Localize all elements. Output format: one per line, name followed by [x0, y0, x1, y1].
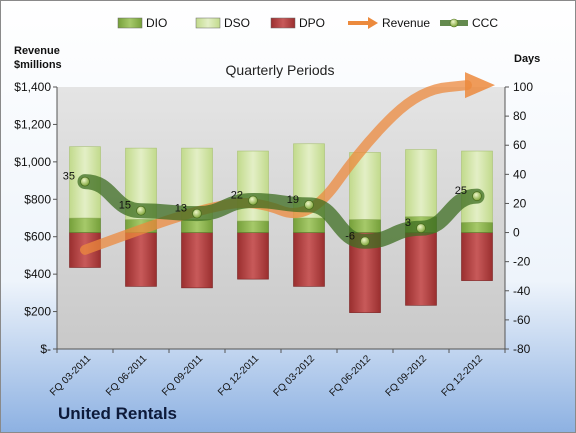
ccc-point [192, 208, 202, 219]
ccc-point [416, 223, 426, 234]
ccc-point [472, 191, 482, 202]
legend-label: DIO [146, 16, 167, 30]
right-tick-label: 80 [513, 109, 527, 123]
left-axis: $- $200 $400 $600 $800 $1,000 $1,200 $1,400 [14, 80, 58, 356]
legend-label: DSO [224, 16, 250, 30]
left-axis-label-line2: $millions [14, 59, 62, 71]
right-tick-label: 100 [513, 80, 533, 94]
ccc-point [136, 205, 146, 216]
legend: DIO DSO DPO Revenue CCC [117, 16, 498, 30]
ccc-data-label: -6 [345, 230, 355, 242]
left-tick-label: $400 [24, 267, 51, 281]
right-tick-label: -40 [513, 284, 531, 298]
ccc-series: 35 15 13 22 19 -6 3 25 [63, 171, 485, 249]
right-tick-label: -80 [513, 342, 531, 356]
revenue-line [80, 80, 472, 255]
right-axis-label: Days [514, 53, 540, 65]
dpo-bar [461, 232, 493, 281]
ccc-point [360, 236, 370, 247]
right-tick-label: 60 [513, 138, 527, 152]
ccc-data-label: 35 [63, 171, 75, 183]
left-tick-label: $600 [24, 230, 51, 244]
chart-title: Quarterly Periods [226, 62, 335, 78]
left-tick-label: $800 [24, 192, 51, 206]
legend-swatch-ccc-dot [449, 18, 459, 28]
left-tick-label: $1,200 [14, 117, 51, 131]
dpo-bar [181, 232, 213, 289]
ccc-data-label: 22 [231, 190, 243, 202]
dso-bar [461, 150, 493, 223]
revenue-series [80, 72, 495, 255]
dio-bar [69, 217, 101, 233]
right-tick-label: 20 [513, 196, 527, 210]
ccc-point [248, 195, 258, 206]
ccc-point [80, 176, 90, 187]
left-tick-label: $- [40, 342, 51, 356]
revenue-arrowhead [465, 72, 495, 99]
right-tick-label: -20 [513, 255, 531, 269]
dso-bar [237, 150, 269, 222]
legend-swatch-dso [195, 17, 221, 29]
ccc-data-label: 25 [455, 185, 467, 197]
dio-bar [237, 220, 269, 233]
ccc-data-label: 15 [119, 200, 131, 212]
ccc-data-label: 3 [405, 217, 411, 229]
right-axis: -80 -60 -40 -20 0 20 40 60 80 100 [504, 80, 533, 356]
right-tick-label: 40 [513, 167, 527, 181]
left-tick-label: $200 [24, 305, 51, 319]
legend-swatch-revenue-head [368, 17, 378, 29]
dpo-bar [405, 232, 437, 306]
dio-bar [293, 217, 325, 233]
company-label: United Rentals [58, 404, 178, 423]
ccc-data-label: 13 [175, 203, 187, 215]
legend-label: Revenue [382, 16, 430, 30]
legend-swatch-dio [117, 17, 143, 29]
dpo-bar [237, 232, 269, 280]
right-tick-label: -60 [513, 313, 531, 327]
dpo-bar [293, 232, 325, 287]
dio-bar [461, 222, 493, 233]
dio-bar [181, 219, 213, 233]
dpo-bar [125, 232, 157, 287]
legend-label: DPO [299, 16, 325, 30]
ccc-data-label: 19 [287, 194, 299, 206]
dso-bar [405, 149, 437, 217]
legend-label: CCC [472, 16, 498, 30]
ccc-point [304, 199, 314, 210]
legend-swatch-dpo [270, 17, 296, 29]
right-tick-label: 0 [513, 226, 520, 240]
left-axis-label-line1: Revenue [14, 45, 60, 57]
left-tick-label: $1,400 [14, 80, 51, 94]
left-tick-label: $1,000 [14, 155, 51, 169]
